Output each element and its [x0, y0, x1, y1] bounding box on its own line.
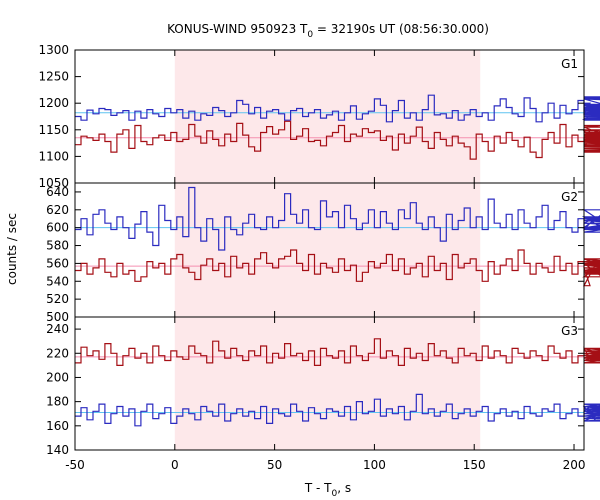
- y-tick-label: 500: [46, 310, 69, 324]
- y-tick-label: 180: [46, 395, 69, 409]
- panel-g2: 500 520 540 560 580 600 620 640 G2: [46, 182, 600, 324]
- highlight-interval: [174, 183, 481, 317]
- chart-panels: 105011001150120012501300G150052054056058…: [38, 43, 600, 472]
- series-line: [75, 393, 600, 427]
- panel-g3: 140 160 180 200 220 240 -50 0 50 100 150 200 G3: [46, 316, 600, 472]
- y-axis-label: counts / sec: [5, 213, 19, 285]
- y-tick-label: 1300: [38, 43, 69, 57]
- y-tick-label: 200: [46, 370, 69, 384]
- x-tick-label: 100: [363, 458, 386, 472]
- series-line: [75, 94, 600, 123]
- x-tick-label: 200: [563, 458, 586, 472]
- y-tick-label: 160: [46, 419, 69, 433]
- y-tick-label: 1100: [38, 149, 69, 163]
- y-tick-label: 580: [46, 239, 69, 253]
- panel-label: G1: [561, 57, 578, 71]
- y-tick-label: 640: [46, 185, 69, 199]
- panel-g1: 1050 1100 1150 1200 1250 1300 G1: [38, 43, 600, 190]
- panel-frame: [74, 316, 585, 451]
- y-tick-label: 540: [46, 274, 69, 288]
- highlight-interval: [174, 50, 481, 183]
- y-tick-label: 220: [46, 346, 69, 360]
- x-axis-label: T - T0, s: [304, 481, 351, 499]
- y-tick-label: 560: [46, 256, 69, 270]
- x-tick-label: 150: [463, 458, 486, 472]
- y-tick-label: 1050: [38, 176, 69, 190]
- y-tick-label: 1250: [38, 70, 69, 84]
- series-line: [75, 249, 600, 287]
- y-tick-label: 1150: [38, 123, 69, 137]
- y-tick-label: 240: [46, 322, 69, 336]
- y-tick-label: 600: [46, 221, 69, 235]
- series-line: [75, 120, 600, 160]
- y-tick-label: 1200: [38, 96, 69, 110]
- y-tick-label: 140: [46, 443, 69, 457]
- series-line: [75, 338, 600, 366]
- panel-label: G3: [561, 324, 578, 338]
- chart-title: KONUS-WIND 950923 T0 = 32190s UT (08:56:…: [167, 22, 489, 40]
- x-tick-label: 0: [171, 458, 179, 472]
- y-tick-label: 620: [46, 203, 69, 217]
- x-tick-label: -50: [65, 458, 85, 472]
- highlight-interval: [174, 317, 481, 450]
- x-tick-label: 50: [267, 458, 282, 472]
- panel-label: G2: [561, 190, 578, 204]
- y-tick-label: 520: [46, 292, 69, 306]
